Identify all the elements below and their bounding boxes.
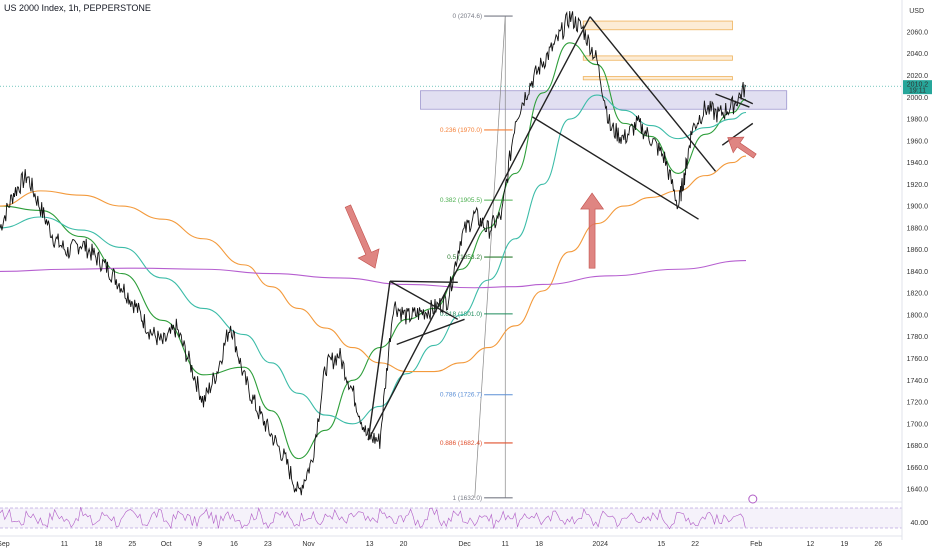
y-tick-label: 1740.0 (907, 378, 929, 385)
x-tick-label: 2024 (592, 541, 608, 548)
x-tick-label: 26 (874, 541, 882, 548)
price-tag-countdown: 19:11 (909, 88, 926, 95)
trendline-wedge-bottom (532, 116, 699, 220)
y-tick-label: 1900.0 (907, 204, 929, 211)
x-tick-label: Nov (302, 541, 315, 548)
y-tick-label: 1800.0 (907, 312, 929, 319)
trendlines (367, 16, 754, 441)
y-tick-label: 1860.0 (907, 247, 929, 254)
x-tick-label: 11 (502, 541, 509, 548)
ema_200-line (0, 259, 747, 289)
arrow-small (727, 136, 757, 159)
zone-2 (582, 55, 733, 61)
trendline-wedge-top (589, 16, 717, 172)
trendline-flag-top (389, 280, 458, 284)
trendline-flag-diag (389, 280, 459, 320)
rsi-band (0, 508, 902, 528)
y-tick-label: 1960.0 (907, 138, 929, 145)
y-tick-label: 2000.0 (907, 95, 929, 102)
trendline-flagpole (367, 281, 391, 441)
x-tick-label: 15 (657, 541, 665, 548)
y-tick-label: 1780.0 (907, 334, 929, 341)
trendline-pennant-top (715, 93, 750, 108)
y-tick-label: 2020.0 (907, 73, 929, 80)
currency-label: USD (909, 8, 924, 15)
price-tag-value: 2010.2 (907, 82, 929, 89)
x-tick-label: 23 (264, 541, 272, 548)
trendline-rally (367, 118, 537, 441)
x-tick-label: 22 (691, 541, 699, 548)
chart-title: US 2000 Index, 1h, PEPPERSTONE (4, 3, 151, 13)
x-tick-label: Feb (750, 541, 762, 548)
x-tick-label: 25 (128, 541, 136, 548)
rsi-tick: 40.00 (910, 520, 928, 527)
y-tick-label: 1640.0 (907, 487, 929, 494)
ema_mid-line (0, 94, 747, 425)
rsi-line (0, 507, 746, 530)
y-tick-label: 1840.0 (907, 269, 929, 276)
ema_slow-line (0, 155, 747, 373)
fib-label-0.618: 0.618 (1801.0) (440, 311, 482, 318)
arrow-up (580, 192, 605, 269)
y-tick-label: 1660.0 (907, 465, 929, 472)
y-tick-label: 1980.0 (907, 117, 929, 124)
rsi-pane: 40.00 (0, 501, 928, 530)
fib-label-0.382: 0.382 (1905.5) (440, 197, 482, 204)
x-tick-label: 9 (198, 541, 202, 548)
y-tick-label: 1940.0 (907, 160, 929, 167)
fib-label-0.886: 0.886 (1682.4) (440, 440, 482, 447)
y-tick-label: 1920.0 (907, 182, 929, 189)
price-tag (903, 80, 932, 95)
price-series (0, 11, 902, 496)
price-line (0, 11, 747, 496)
trendline-flag-bottom (396, 318, 465, 346)
x-tick-label: 18 (535, 541, 543, 548)
x-tick-label: 19 (840, 541, 848, 548)
trendline-rally-2 (535, 16, 591, 120)
fib-label-1: 1 (1632.0) (452, 495, 482, 502)
x-tick-label: 18 (94, 541, 102, 548)
x-tick-label: Oct (161, 541, 172, 548)
trendline-pennant-bottom (721, 122, 754, 146)
fib-label-0.786: 0.786 (1726.7) (440, 392, 482, 399)
y-tick-label: 1720.0 (907, 400, 929, 407)
x-tick-label: 11 (61, 541, 68, 548)
y-tick-label: 1680.0 (907, 443, 929, 450)
y-tick-label: 1700.0 (907, 421, 929, 428)
y-tick-label: 2040.0 (907, 51, 929, 58)
fibonacci-retracement: 0 (2074.6) 0.236 (1970.0) 0.382 (1905.5) 0.… (440, 13, 513, 502)
x-tick-label: 16 (230, 541, 238, 548)
trendline-pennant-end (738, 96, 754, 105)
y-tick-label: 1820.0 (907, 291, 929, 298)
y-tick-label: 1880.0 (907, 225, 929, 232)
x-tick-label: 13 (366, 541, 374, 548)
fib-label-0.236: 0.236 (1970.0) (440, 127, 482, 134)
y-tick-label: 1760.0 (907, 356, 929, 363)
annotation-arrows (344, 136, 757, 269)
zone-3 (582, 76, 733, 81)
x-tick-label: 20 (400, 541, 408, 548)
x-tick-label: Sep (0, 541, 10, 548)
arrow-down (344, 204, 380, 269)
fib-label-0.5: 0.5 (1853.2) (447, 254, 482, 261)
event-icon (748, 494, 758, 504)
x-tick-label: Dec (458, 541, 471, 548)
y-tick-label: 2060.0 (907, 29, 929, 36)
zone-1 (582, 20, 733, 31)
x-tick-label: 12 (807, 541, 815, 548)
fib-label-0: 0 (2074.6) (452, 13, 482, 20)
